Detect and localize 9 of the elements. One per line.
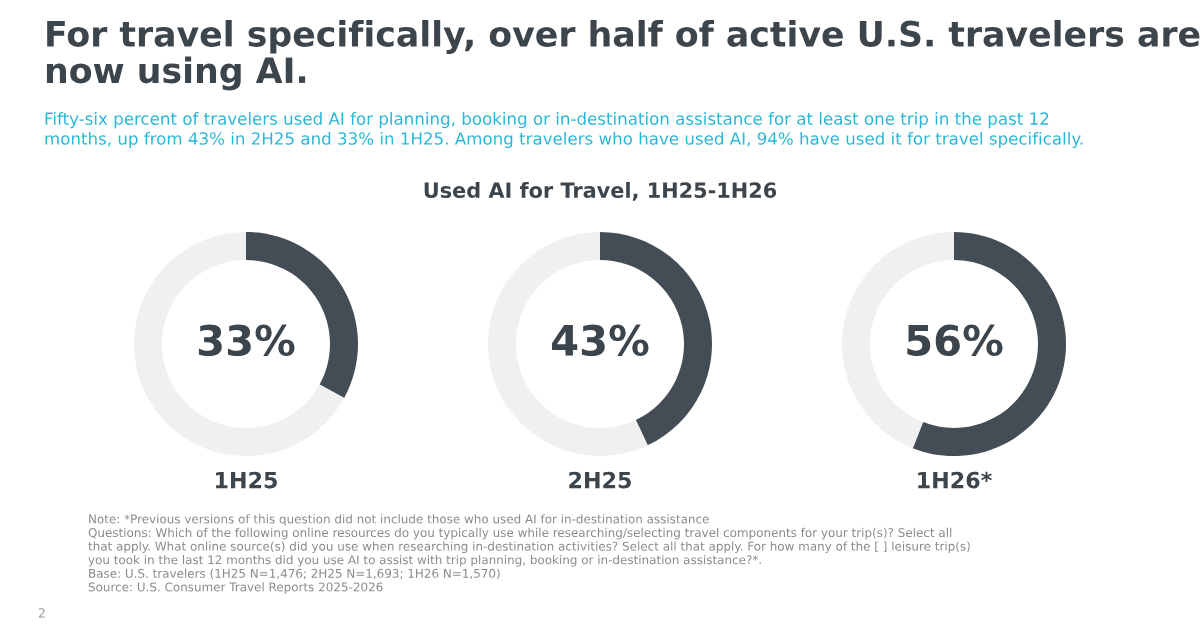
text: 2H25	[569, 471, 631, 489]
text: Fifty-six percent of travelers used AI for planning, booking or in-destination assistance for at least one trip in the past 12 months, up from 43% in 2H25 and 33% in 1H25. Among travelers who have used AI, 94% have used it for travel specifically.	[45, 112, 1083, 149]
text: For travel specifically, over half of active U.S. travelers are now using AI.	[46, 20, 1200, 91]
data-label: 33%	[198, 324, 295, 357]
text: 1H25	[216, 471, 277, 489]
text: 1H26*	[918, 471, 992, 489]
data-label: 43%	[552, 324, 649, 357]
text: Used AI for Travel, 1H25-1H26	[424, 181, 777, 201]
data-label: 56%	[907, 324, 1003, 357]
